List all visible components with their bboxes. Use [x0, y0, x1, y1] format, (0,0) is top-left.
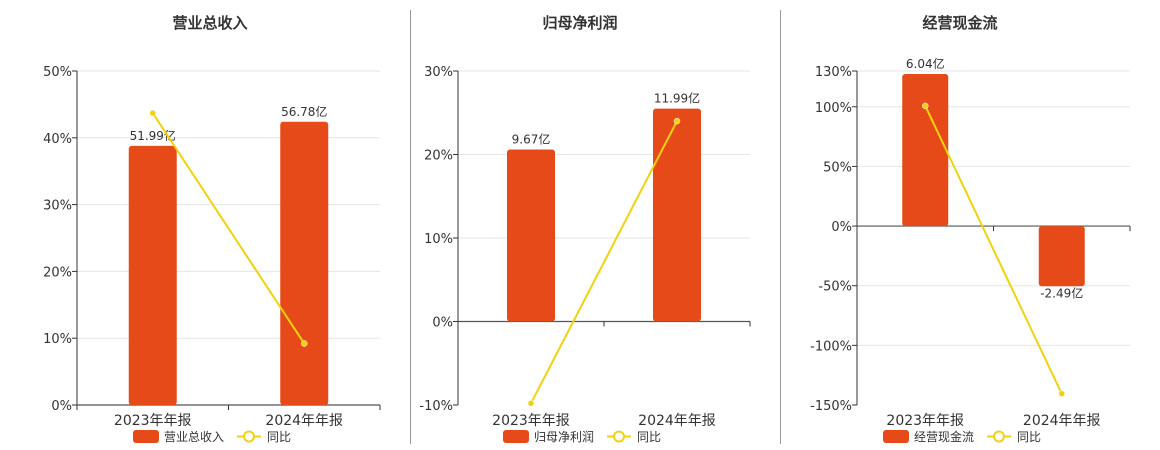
chart1-yoy-point [149, 109, 156, 117]
chart3-y-tick-label: -150% [810, 399, 852, 414]
chart1-y-tick-label: 20% [43, 265, 72, 280]
panel-divider-2 [780, 10, 781, 444]
chart2-legend-line-label: 同比 [637, 430, 661, 444]
chart3-yoy-point [1058, 390, 1065, 397]
chart3-bar [1038, 226, 1085, 287]
chart1-y-tick-label: 10% [43, 332, 72, 347]
chart3-legend-bar-label: 经营现金流 [914, 429, 974, 444]
chart2-yoy-point [673, 117, 681, 125]
chart1-legend-line-marker [243, 430, 255, 443]
chart2-bar [507, 149, 555, 322]
chart1-bar-data-label: 51.99亿 [130, 128, 176, 143]
chart1-legend-line-label: 同比 [267, 430, 291, 444]
chart1-y-tick-label: 50% [43, 65, 72, 80]
chart2-y-tick-label: 10% [424, 232, 453, 247]
chart2-bar-data-label: 9.67亿 [512, 131, 551, 146]
chart1-y-tick-label: 0% [51, 399, 72, 414]
chart3-bar-data-label: -2.49亿 [1040, 285, 1083, 300]
chart2-x-tick-label: 2023年年报 [492, 413, 570, 429]
chart2-bar-data-label: 11.99亿 [654, 91, 700, 106]
chart1-y-tick-label: 40% [43, 132, 72, 147]
chart3-title: 经营现金流 [922, 14, 997, 32]
chart1-x-tick-label: 2024年年报 [265, 413, 343, 429]
chart3-y-tick-label: 100% [815, 101, 852, 116]
chart3-bar-data-label: 6.04亿 [906, 56, 945, 71]
chart3-y-tick-label: 130% [815, 65, 852, 80]
chart3-bar [902, 73, 949, 227]
chart3-legend-bar-swatch [883, 430, 909, 443]
chart3-x-tick-label: 2023年年报 [886, 413, 964, 429]
chart1-x-tick-label: 2023年年报 [114, 413, 192, 429]
chart3-y-tick-label: 50% [823, 160, 852, 175]
chart3-legend-line-label: 同比 [1017, 430, 1041, 444]
chart2-title: 归母净利润 [542, 14, 617, 32]
chart3-y-tick-label: -100% [810, 339, 852, 354]
chart2-legend-line-marker [613, 430, 625, 443]
chart1-bar-data-label: 56.78亿 [281, 104, 327, 119]
chart1-y-tick-label: 30% [43, 199, 72, 214]
chart2-y-tick-label: 30% [424, 65, 453, 80]
chart2-legend-bar-label: 归母净利润 [534, 430, 594, 444]
chart3-y-tick-label: 0% [831, 220, 852, 235]
chart1-yoy-line [151, 112, 306, 345]
chart1-bar [280, 121, 329, 405]
chart2-y-tick-label: 0% [432, 316, 453, 331]
chart1-bar [128, 145, 177, 406]
chart2-yoy-point [527, 400, 535, 407]
panel-divider-1 [410, 10, 411, 444]
chart3-y-tick-label: -50% [818, 280, 852, 295]
chart2-x-tick-label: 2024年年报 [638, 413, 716, 429]
chart3-yoy-point [922, 102, 929, 110]
chart2-y-tick-label: -10% [419, 399, 453, 414]
chart2-legend-bar-swatch [503, 430, 529, 443]
chart1-legend-bar-label: 营业总收入 [164, 430, 224, 444]
chart3-x-tick-label: 2024年年报 [1023, 413, 1101, 429]
chart3-legend-line-marker [993, 430, 1005, 443]
chart1-legend-bar-swatch [133, 430, 159, 443]
chart2-bar [653, 108, 701, 322]
chart2-y-tick-label: 20% [424, 149, 453, 164]
chart3-yoy-line [924, 105, 1063, 395]
chart1-title: 营业总收入 [172, 14, 247, 32]
chart2-yoy-line [530, 120, 678, 404]
chart1-yoy-point [301, 340, 308, 347]
